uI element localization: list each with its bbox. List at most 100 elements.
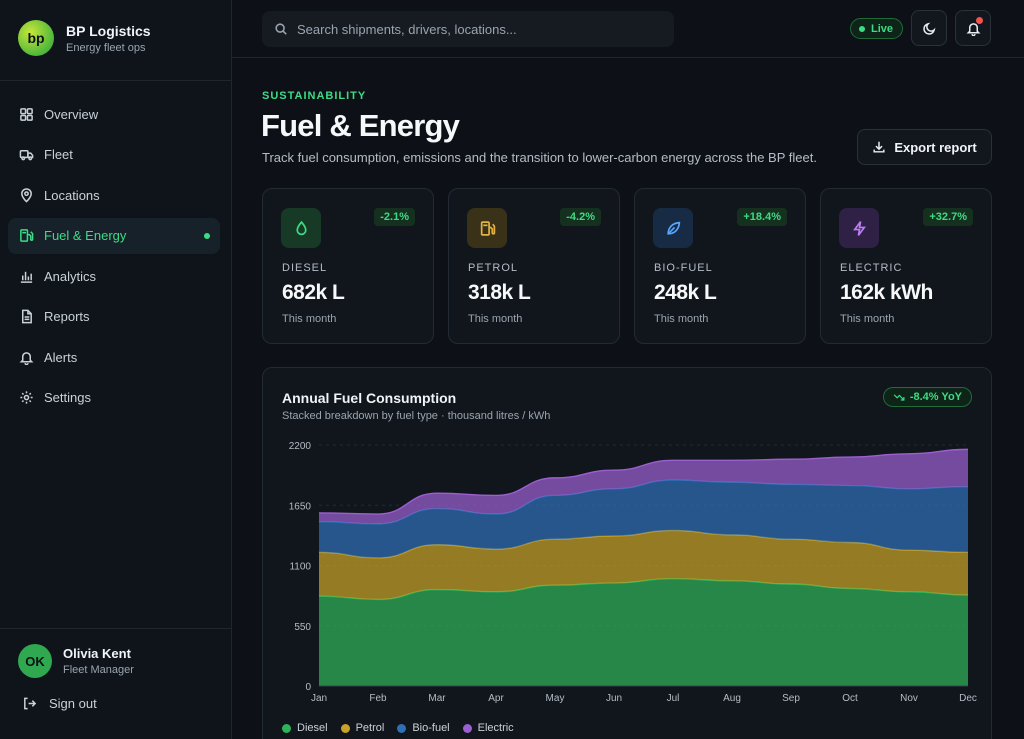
area-petrol[interactable]	[319, 530, 968, 600]
legend-label: Bio-fuel	[412, 722, 450, 734]
card-label: PETROL	[468, 262, 519, 274]
stacked-area-chart: 0 550 1100 1650 2200 Jan Feb Mar Apr May Jun Jul Aug…	[289, 441, 977, 704]
sign-out-button[interactable]: Sign out	[22, 696, 97, 711]
bell-icon	[966, 22, 980, 36]
sidebar-item-label: Settings	[44, 390, 91, 405]
x-tick-label: Sep	[782, 693, 800, 704]
area-bio-fuel[interactable]	[319, 480, 968, 558]
moon-icon	[922, 22, 935, 35]
sidebar-item-locations[interactable]: Locations	[8, 177, 220, 213]
sidebar-item-label: Locations	[44, 187, 100, 203]
legend-swatch	[397, 723, 407, 733]
sidebar-item-label: Analytics	[44, 268, 97, 284]
line-electric	[318, 448, 969, 515]
sidebar-item-label: Fuel & Energy	[44, 228, 127, 243]
sidebar-item-settings[interactable]: Settings	[8, 380, 220, 416]
legend-item[interactable]: Diesel	[282, 722, 328, 734]
topbar: Live	[232, 0, 1024, 58]
sidebar-item-label: Reports	[44, 309, 90, 324]
brand-subtitle: Energy fleet ops	[66, 41, 146, 54]
area-electric[interactable]	[319, 449, 968, 524]
truck-icon	[18, 147, 34, 163]
page-title: Fuel & Energy	[261, 108, 460, 143]
legend-label: Petrol	[355, 722, 385, 734]
y-tick-label: 0	[305, 682, 311, 693]
bell-icon	[18, 349, 34, 365]
card-label: DIESEL	[282, 262, 328, 274]
card-label: BIO-FUEL	[654, 262, 713, 274]
fuel-pump-icon	[467, 208, 507, 248]
bp-logo: bp	[18, 20, 54, 56]
user-profile[interactable]: OK Olivia Kent Fleet Manager	[18, 644, 134, 678]
search-input[interactable]	[297, 21, 667, 37]
sign-out-icon	[24, 697, 37, 710]
x-tick-label: Jul	[667, 693, 680, 704]
x-tick-label: Aug	[723, 693, 741, 704]
user-role: Fleet Manager	[63, 664, 134, 676]
stat-card-petrol[interactable]: -4.2% PETROL 318k L This month	[448, 188, 620, 344]
gear-icon	[18, 390, 34, 406]
sidebar-item-label: Alerts	[44, 349, 78, 365]
bar-chart-icon	[18, 268, 34, 284]
lightning-icon	[839, 208, 879, 248]
chart-legend: Diesel Petrol Bio-fuel Electric	[282, 722, 527, 734]
sidebar-item-label: Fleet	[44, 147, 73, 162]
sidebar-item-overview[interactable]: Overview	[8, 96, 220, 132]
area-diesel[interactable]	[319, 578, 968, 686]
sidebar-item-label: Overview	[44, 106, 99, 122]
sidebar: bp BP Logistics Energy fleet ops Overvie…	[0, 0, 232, 739]
card-value: 162k kWh	[840, 281, 933, 304]
chart-subtitle: Stacked breakdown by fuel type · thousan…	[282, 410, 551, 422]
x-tick-label: Apr	[488, 693, 504, 704]
brand-name: BP Logistics	[66, 22, 151, 39]
card-period: This month	[840, 313, 895, 325]
legend-item[interactable]: Electric	[462, 722, 514, 734]
legend-item[interactable]: Bio-fuel	[397, 722, 450, 734]
sidebar-item-fuel-energy[interactable]: Fuel & Energy	[8, 217, 220, 254]
droplet-icon	[281, 208, 321, 248]
card-value: 248k L	[654, 281, 717, 304]
stat-card-bio-fuel[interactable]: +18.4% BIO-FUEL 248k L This month	[634, 188, 806, 344]
stat-card-diesel[interactable]: -2.1% DIESEL 682k L This month	[262, 188, 434, 344]
sidebar-item-alerts[interactable]: Alerts	[8, 339, 220, 375]
notification-dot	[976, 17, 983, 24]
x-tick-label: Dec	[959, 693, 977, 704]
legend-item[interactable]: Petrol	[340, 722, 385, 734]
document-icon	[18, 309, 34, 325]
change-badge: +32.7%	[923, 208, 973, 226]
export-report-button[interactable]: Export report	[857, 129, 992, 165]
sidebar-item-fleet[interactable]: Fleet	[8, 137, 220, 173]
trend-down-icon	[893, 394, 905, 401]
card-label: ELECTRIC	[840, 262, 903, 274]
yoy-label: -8.4% YoY	[909, 391, 962, 403]
fuel-icon	[18, 228, 34, 244]
stat-card-electric[interactable]: +32.7% ELECTRIC 162k kWh This month	[820, 188, 992, 344]
download-icon	[873, 141, 885, 153]
change-badge: -2.1%	[374, 208, 415, 226]
sidebar-nav: Overview Fleet Locations Fuel & Energy A…	[8, 96, 220, 420]
avatar: OK	[18, 644, 52, 678]
y-tick-label: 2200	[289, 441, 312, 452]
brand[interactable]: bp BP Logistics Energy fleet ops	[18, 20, 151, 56]
page-description: Track fuel consumption, emissions and th…	[262, 150, 817, 165]
x-tick-label: Jun	[606, 693, 622, 704]
notifications-button[interactable]	[955, 10, 991, 46]
sidebar-item-reports[interactable]: Reports	[8, 299, 220, 335]
x-tick-label: Jan	[311, 693, 327, 704]
search-icon	[275, 23, 287, 35]
live-label: Live	[871, 22, 894, 35]
theme-toggle-button[interactable]	[911, 10, 947, 46]
grid-icon	[18, 106, 34, 122]
yoy-badge: -8.4% YoY	[882, 387, 972, 407]
change-badge: -4.2%	[560, 208, 601, 226]
sidebar-item-analytics[interactable]: Analytics	[8, 258, 220, 294]
map-pin-icon	[18, 187, 34, 203]
card-period: This month	[654, 313, 709, 325]
leaf-icon	[653, 208, 693, 248]
y-tick-label: 1100	[289, 562, 311, 573]
x-tick-label: Mar	[428, 693, 446, 704]
live-dot	[859, 25, 865, 32]
search-bar[interactable]	[262, 11, 674, 47]
chart-title: Annual Fuel Consumption	[282, 390, 457, 406]
card-period: This month	[468, 313, 523, 325]
